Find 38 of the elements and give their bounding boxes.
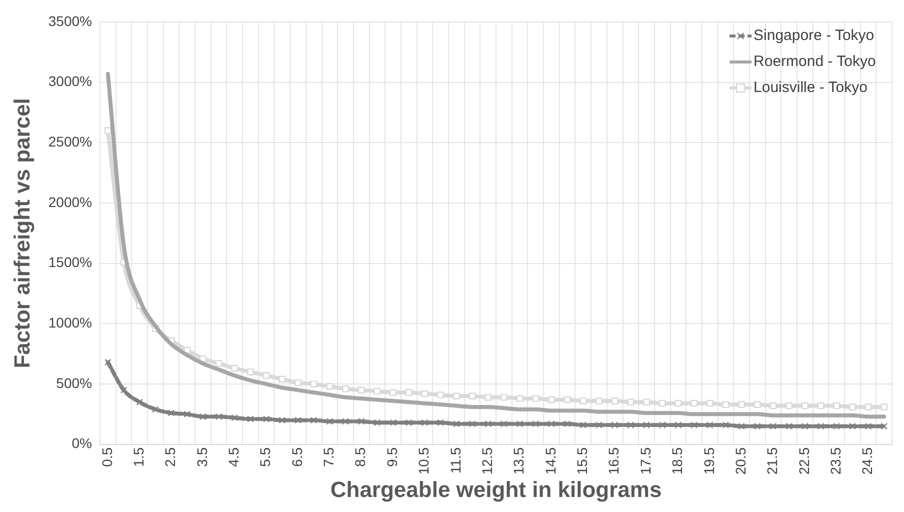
legend-label: Louisville - Tokyo <box>754 79 868 96</box>
y-tick-label: 2000% <box>48 194 92 210</box>
x-tick-label: 17.5 <box>637 447 654 475</box>
x-tick-label: 15.5 <box>574 447 590 475</box>
x-tick-label: 8.5 <box>352 447 368 467</box>
x-tick-label: 0.5 <box>98 447 115 467</box>
legend-label: Roermond - Tokyo <box>754 53 876 70</box>
x-tick-label: 10.5 <box>416 447 432 475</box>
x-tick-label: 16.5 <box>606 447 622 475</box>
y-tick-label: 3000% <box>48 73 92 90</box>
y-axis-title: Factor airfreight vs parcel <box>9 98 34 368</box>
y-tick-label: 3500% <box>48 12 92 29</box>
x-tick-label: 6.5 <box>288 447 305 467</box>
y-tick-label: 0% <box>72 435 92 452</box>
x-tick-label: 5.5 <box>257 447 274 467</box>
x-tick-label: 19.5 <box>700 447 717 475</box>
x-tick-label: 23.5 <box>827 447 844 475</box>
x-tick-label: 22.5 <box>796 447 812 475</box>
x-tick-label: 7.5 <box>320 447 337 467</box>
x-tick-label: 4.5 <box>226 447 242 467</box>
x-tick-label: 9.5 <box>384 447 400 467</box>
x-tick-label: 18.5 <box>669 447 686 475</box>
x-tick-label: 24.5 <box>859 447 876 475</box>
y-tick-label: 500% <box>56 374 92 391</box>
x-tick-label: 13.5 <box>510 447 527 475</box>
y-tick-label: 1500% <box>48 254 92 270</box>
y-tick-label: 1000% <box>48 314 92 331</box>
x-tick-label: 3.5 <box>194 447 210 467</box>
x-tick-label: 20.5 <box>732 447 748 475</box>
x-tick-label: 21.5 <box>764 447 780 475</box>
x-tick-label: 12.5 <box>478 447 495 475</box>
x-tick-label: 1.5 <box>130 447 146 467</box>
legend-label: Singapore - Tokyo <box>754 27 874 44</box>
x-tick-label: 11.5 <box>447 447 464 474</box>
x-axis-title: Chargeable weight in kilograms <box>330 476 662 502</box>
x-tick-label: 2.5 <box>162 447 178 467</box>
y-tick-label: 2500% <box>48 134 92 150</box>
x-tick-label: 14.5 <box>542 447 558 475</box>
